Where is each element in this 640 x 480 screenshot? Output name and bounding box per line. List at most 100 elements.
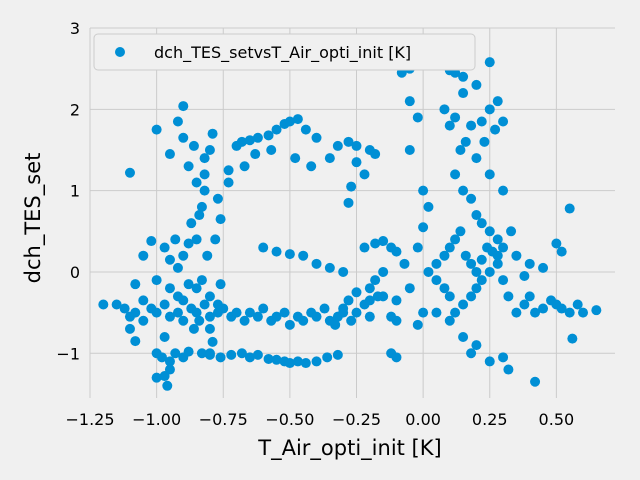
y-tick-label: −1 [56,344,80,363]
data-point [306,161,317,172]
data-point [204,144,215,155]
data-point [284,116,295,127]
data-point [370,275,381,286]
data-point [364,283,375,294]
data-point [351,140,362,151]
data-point [484,266,495,277]
data-point [455,144,466,155]
data-point [503,364,514,375]
data-point [444,315,455,326]
data-point [199,169,210,180]
data-point [223,177,234,188]
data-point [455,226,466,237]
data-point [183,346,194,357]
data-point [564,307,575,318]
data-point [188,323,199,334]
data-point [231,307,242,318]
data-point [524,291,535,302]
data-point [292,356,303,367]
data-point [204,323,215,334]
data-point [164,356,175,367]
data-point [492,234,503,245]
data-point [146,236,157,247]
data-point [215,214,226,225]
data-point [471,266,482,277]
data-point [506,226,517,237]
data-point [466,348,477,359]
data-point [530,307,541,318]
data-point [431,258,442,269]
data-point [250,149,261,160]
data-point [471,153,482,164]
x-tick-label: −0.25 [332,410,381,429]
data-point [324,262,335,273]
x-axis-label: T_Air_opti_init [K] [257,436,441,461]
x-tick-label: −0.75 [199,410,248,429]
data-point [359,242,370,253]
data-point [412,319,423,330]
data-point [450,169,461,180]
data-point [503,291,514,302]
data-point [391,295,402,306]
data-point [252,349,263,360]
data-point [391,246,402,257]
data-point [338,266,349,277]
data-point [151,275,162,286]
data-point [279,307,290,318]
data-point [151,124,162,135]
data-points [98,37,602,391]
data-point [130,336,141,347]
data-point [511,250,522,261]
data-point [207,128,218,139]
grid-lines [89,27,615,398]
data-point [271,124,282,135]
data-point [476,275,487,286]
data-point [196,201,207,212]
data-point [343,295,354,306]
data-point [196,348,207,359]
data-point [210,234,221,245]
data-point [556,246,567,257]
data-point [519,299,530,310]
data-point [138,250,149,261]
data-point [458,299,469,310]
data-point [466,193,477,204]
data-point [124,167,135,178]
data-point [212,193,223,204]
data-point [484,104,495,115]
data-point [202,250,213,261]
data-point [378,266,389,277]
data-point [484,226,495,237]
data-point [311,356,322,367]
data-point [591,305,602,316]
data-point [444,242,455,253]
data-point [324,153,335,164]
data-point [271,354,282,365]
y-axis-label: dch_TES_set [21,153,46,284]
data-point [236,136,247,147]
data-point [346,315,357,326]
data-point [524,258,535,269]
data-point [450,234,461,245]
data-point [244,352,255,363]
data-point [423,266,434,277]
data-point [207,336,218,347]
data-point [423,201,434,212]
data-point [330,319,341,330]
data-point [431,307,442,318]
legend-box [93,33,476,71]
data-point [186,218,197,229]
data-point [191,177,202,188]
data-point [258,242,269,253]
data-point [466,291,477,302]
data-point [460,136,471,147]
data-point [271,311,282,322]
data-point [399,258,410,269]
data-point [191,283,202,294]
data-point [263,353,274,364]
data-point [498,185,509,196]
data-point [492,250,503,261]
data-point [458,88,469,99]
data-point [130,307,141,318]
